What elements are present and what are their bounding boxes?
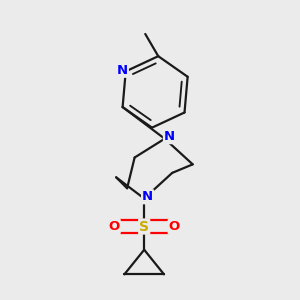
Text: O: O <box>169 220 180 233</box>
Text: N: N <box>117 64 128 77</box>
Text: S: S <box>139 220 149 233</box>
Text: N: N <box>142 190 153 203</box>
Text: O: O <box>109 220 120 233</box>
Text: N: N <box>164 130 175 143</box>
